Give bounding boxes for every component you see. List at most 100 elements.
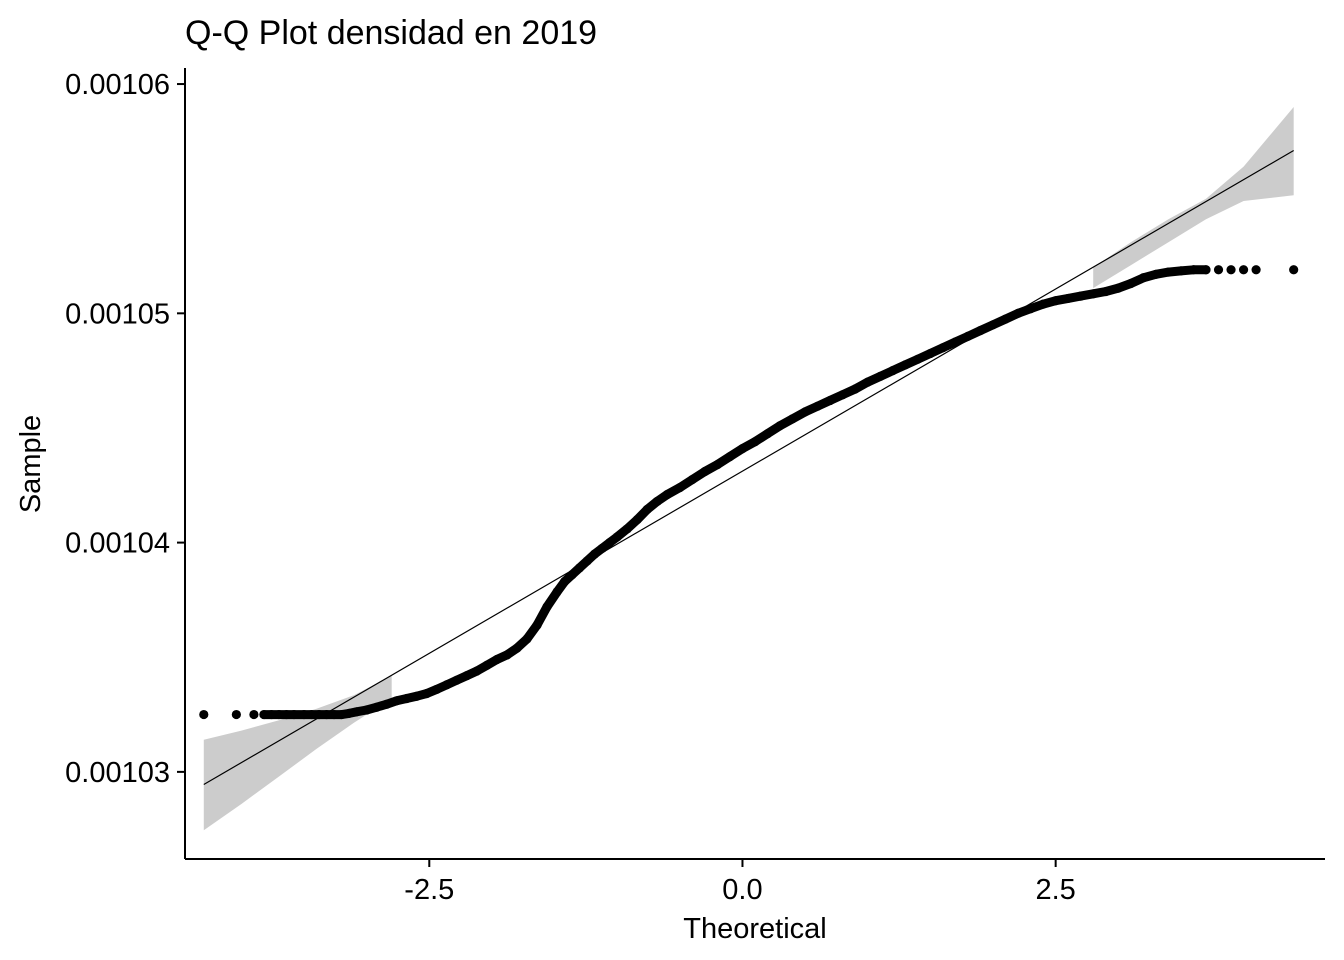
sample-point	[512, 643, 522, 653]
x-tick-label: 2.5	[1035, 874, 1075, 906]
confidence-band-layer	[203, 107, 1294, 831]
sample-point	[775, 421, 785, 431]
sample-point	[813, 401, 823, 411]
sample-point	[875, 371, 885, 381]
sample-point	[266, 709, 277, 720]
sample-point	[567, 570, 577, 580]
sample-point	[502, 650, 512, 660]
sample-point	[1088, 289, 1098, 299]
sample-point	[642, 504, 652, 514]
sample-point	[1151, 269, 1161, 279]
sample-point	[888, 366, 898, 376]
sample-point	[442, 680, 452, 690]
sample-point	[1138, 273, 1148, 283]
sample-point	[850, 384, 860, 394]
sample-point	[329, 709, 339, 720]
sample-point	[1226, 265, 1236, 275]
x-tick-label: 0.0	[722, 874, 762, 906]
sample-point	[687, 474, 697, 485]
sample-point	[1176, 266, 1186, 276]
sample-point	[199, 709, 209, 720]
sample-point	[402, 693, 412, 704]
x-axis-label: Theoretical	[683, 913, 826, 945]
sample-point	[597, 543, 607, 553]
sample-point	[700, 466, 710, 477]
sample-point	[1251, 265, 1261, 275]
chart-title: Q-Q Plot densidad en 2019	[185, 14, 597, 52]
y-axis-ticks: 0.00103 0.00104 0.00105 0.00106	[65, 69, 185, 789]
y-tick-label: 0.00106	[65, 69, 170, 101]
sample-point	[1113, 283, 1123, 293]
sample-point	[652, 496, 662, 506]
sample-point	[522, 634, 532, 644]
y-axis-label: Sample	[15, 415, 47, 513]
confidence-band-left	[203, 675, 392, 831]
sample-point	[274, 709, 284, 720]
sample-point	[542, 602, 552, 612]
sample-point	[452, 675, 462, 685]
sample-points-layer	[199, 265, 1299, 720]
sample-point	[900, 360, 910, 370]
sample-point	[787, 414, 798, 424]
y-tick-label: 0.00103	[65, 757, 170, 789]
sample-point	[863, 377, 873, 387]
sample-point	[1238, 265, 1249, 275]
sample-point	[590, 549, 600, 559]
sample-point	[382, 699, 392, 709]
sample-point	[1038, 299, 1048, 309]
sample-point	[462, 670, 472, 681]
sample-point	[492, 654, 502, 665]
sample-point	[1026, 304, 1036, 314]
sample-point	[281, 709, 292, 720]
sample-point	[575, 563, 585, 573]
y-tick-label: 0.00104	[65, 528, 170, 560]
sample-point	[913, 354, 923, 364]
sample-point	[838, 390, 848, 400]
sample-point	[412, 691, 422, 701]
sample-point	[938, 343, 948, 353]
reference-line-layer	[203, 150, 1294, 786]
sample-point	[988, 320, 998, 330]
sample-point	[559, 576, 570, 587]
sample-point	[472, 666, 482, 676]
sample-point	[825, 395, 835, 406]
qq-reference-line	[203, 150, 1294, 786]
sample-point	[1213, 265, 1224, 275]
sample-point	[1126, 278, 1136, 289]
sample-point	[231, 709, 241, 720]
sample-point	[1188, 265, 1199, 275]
sample-point	[1076, 291, 1086, 301]
sample-points-dense-run	[259, 265, 1211, 720]
sample-point	[612, 532, 622, 542]
sample-point	[321, 709, 332, 720]
sample-point	[712, 460, 723, 470]
sample-point	[963, 331, 973, 341]
sample-point	[422, 688, 432, 699]
sample-point	[1101, 286, 1111, 297]
sample-point	[552, 587, 562, 597]
sample-point	[532, 620, 542, 630]
sample-point	[762, 429, 773, 439]
sample-point	[622, 524, 632, 534]
sample-point	[582, 556, 592, 566]
x-tick-label: -2.5	[404, 874, 454, 906]
sample-point	[372, 702, 382, 712]
sample-point	[1063, 293, 1073, 304]
sample-point	[482, 660, 492, 670]
sample-point	[975, 325, 986, 336]
sample-point	[605, 538, 615, 548]
sample-point	[392, 696, 402, 706]
sample-point	[289, 709, 299, 720]
sample-point	[800, 407, 810, 417]
sample-point	[1201, 265, 1211, 275]
sample-point	[336, 709, 347, 720]
sample-point	[950, 337, 961, 347]
sample-point	[737, 443, 748, 454]
sample-point	[314, 709, 324, 720]
sample-point	[925, 348, 935, 359]
sample-point	[1051, 296, 1061, 306]
sample-point	[675, 482, 685, 493]
sample-point	[432, 684, 442, 694]
sample-point	[1013, 308, 1023, 318]
